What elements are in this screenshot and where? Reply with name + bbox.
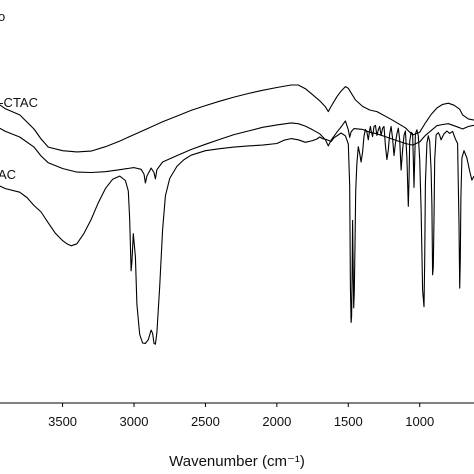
- x-tick-label-2000: 2000: [262, 414, 291, 429]
- x-tick-label-2500: 2500: [191, 414, 220, 429]
- series-layer: [0, 84, 474, 345]
- spectrum-line-2: [0, 120, 474, 184]
- series-label-3: AC: [0, 167, 16, 182]
- x-tick-layer: 3500 3000 2500 2000 1500 1000: [48, 403, 434, 429]
- x-axis-title: Wavenumber (cm⁻¹): [169, 453, 305, 470]
- spectrum-line-1: [0, 84, 474, 153]
- series-label-2: o-CTAC: [0, 95, 38, 110]
- x-tick-label-1500: 1500: [334, 414, 363, 429]
- x-tick-label-3000: 3000: [120, 414, 149, 429]
- x-tick-label-1000: 1000: [405, 414, 434, 429]
- series-label-1: o: [0, 9, 5, 24]
- x-tick-label-3500: 3500: [48, 414, 77, 429]
- spectrum-line-3: [0, 124, 474, 345]
- series-label-layer: o o-CTAC AC: [0, 9, 38, 182]
